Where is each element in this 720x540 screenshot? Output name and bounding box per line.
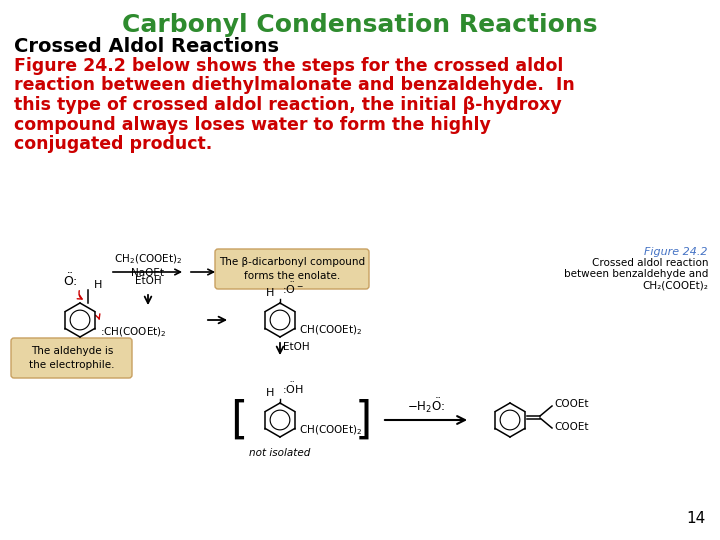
Text: CH₂(COOEt)₂: CH₂(COOEt)₂ bbox=[642, 280, 708, 290]
Text: H: H bbox=[94, 280, 102, 290]
Text: Figure 24.2 below shows the steps for the crossed aldol: Figure 24.2 below shows the steps for th… bbox=[14, 57, 563, 75]
Text: Crossed aldol reaction: Crossed aldol reaction bbox=[592, 258, 708, 268]
Text: not isolated: not isolated bbox=[249, 448, 311, 458]
Text: $-$H$_2\ddot{\rm O}$:: $-$H$_2\ddot{\rm O}$: bbox=[407, 396, 445, 415]
Text: COOEt: COOEt bbox=[554, 422, 588, 432]
Text: H: H bbox=[266, 388, 274, 398]
Text: EtOH: EtOH bbox=[283, 342, 310, 352]
Text: NaOEt: NaOEt bbox=[132, 268, 164, 278]
Text: this type of crossed aldol reaction, the initial β-hydroxy: this type of crossed aldol reaction, the… bbox=[14, 96, 562, 114]
Text: reaction between diethylmalonate and benzaldehyde.  In: reaction between diethylmalonate and ben… bbox=[14, 77, 575, 94]
Text: Figure 24.2: Figure 24.2 bbox=[644, 247, 708, 257]
FancyBboxPatch shape bbox=[11, 338, 132, 378]
Text: EtOH: EtOH bbox=[135, 276, 161, 286]
Text: CH$_2$(COOEt)$_2$: CH$_2$(COOEt)$_2$ bbox=[114, 252, 182, 266]
Text: CH(COOEt)$_2$: CH(COOEt)$_2$ bbox=[299, 423, 362, 437]
Text: [: [ bbox=[230, 399, 248, 442]
Text: :CH(COOEt)$_2$: :CH(COOEt)$_2$ bbox=[100, 325, 167, 339]
Text: between benzaldehyde and: between benzaldehyde and bbox=[564, 269, 708, 279]
Text: ]: ] bbox=[355, 399, 372, 442]
Text: conjugated product.: conjugated product. bbox=[14, 135, 212, 153]
Text: 14: 14 bbox=[687, 511, 706, 526]
FancyArrowPatch shape bbox=[77, 291, 82, 299]
Text: The β-dicarbonyl compound
forms the enolate.: The β-dicarbonyl compound forms the enol… bbox=[219, 258, 365, 281]
Text: compound always loses water to form the highly: compound always loses water to form the … bbox=[14, 116, 491, 133]
FancyArrowPatch shape bbox=[96, 314, 100, 319]
Text: The aldehyde is
the electrophile.: The aldehyde is the electrophile. bbox=[30, 346, 114, 369]
Text: Carbonyl Condensation Reactions: Carbonyl Condensation Reactions bbox=[122, 13, 598, 37]
Text: CH(COOEt)$_2$: CH(COOEt)$_2$ bbox=[299, 323, 362, 336]
Text: COOEt: COOEt bbox=[554, 399, 588, 409]
Text: $\ddot{\rm O}$:: $\ddot{\rm O}$: bbox=[63, 273, 78, 289]
FancyBboxPatch shape bbox=[215, 249, 369, 289]
Text: Crossed Aldol Reactions: Crossed Aldol Reactions bbox=[14, 37, 279, 56]
Text: H: H bbox=[266, 288, 274, 298]
Text: :$\ddot{\rm O}$$^-$: :$\ddot{\rm O}$$^-$ bbox=[282, 281, 304, 296]
Text: :$\ddot{\rm O}$H: :$\ddot{\rm O}$H bbox=[282, 381, 304, 396]
